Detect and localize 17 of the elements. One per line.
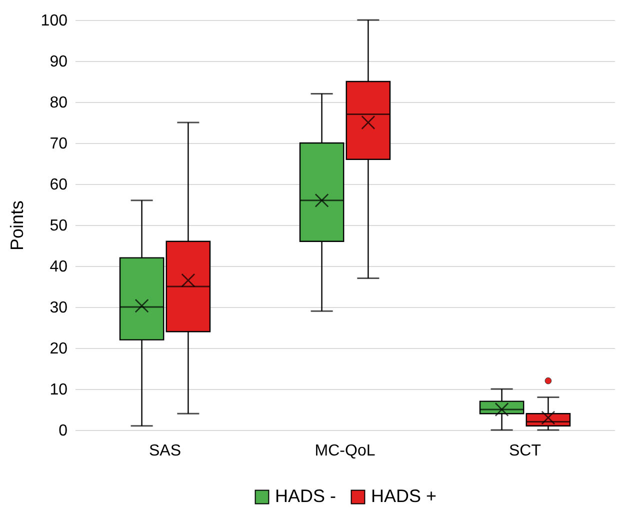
legend-label: HADS + — [371, 486, 437, 506]
y-tick-label: 80 — [50, 94, 68, 112]
y-tick-label: 50 — [50, 218, 68, 234]
legend-label: HADS - — [275, 486, 336, 506]
x-tick-label: MC-QoL — [314, 442, 376, 460]
y-tick-label: 40 — [50, 258, 68, 276]
y-tick-label: 30 — [50, 300, 68, 316]
y-tick-label: 60 — [50, 176, 68, 194]
x-tick-label: SAS — [148, 442, 182, 460]
y-axis-title: Points — [6, 200, 27, 251]
y-tick-label: 0 — [58, 422, 68, 440]
y-tick-label: 70 — [50, 136, 68, 152]
y-tick-label: 90 — [50, 54, 68, 70]
x-tick-label: SCT — [509, 442, 542, 460]
y-tick-label: 20 — [50, 340, 68, 358]
y-tick-label: 10 — [50, 382, 68, 398]
y-tick-label: 100 — [40, 12, 68, 30]
